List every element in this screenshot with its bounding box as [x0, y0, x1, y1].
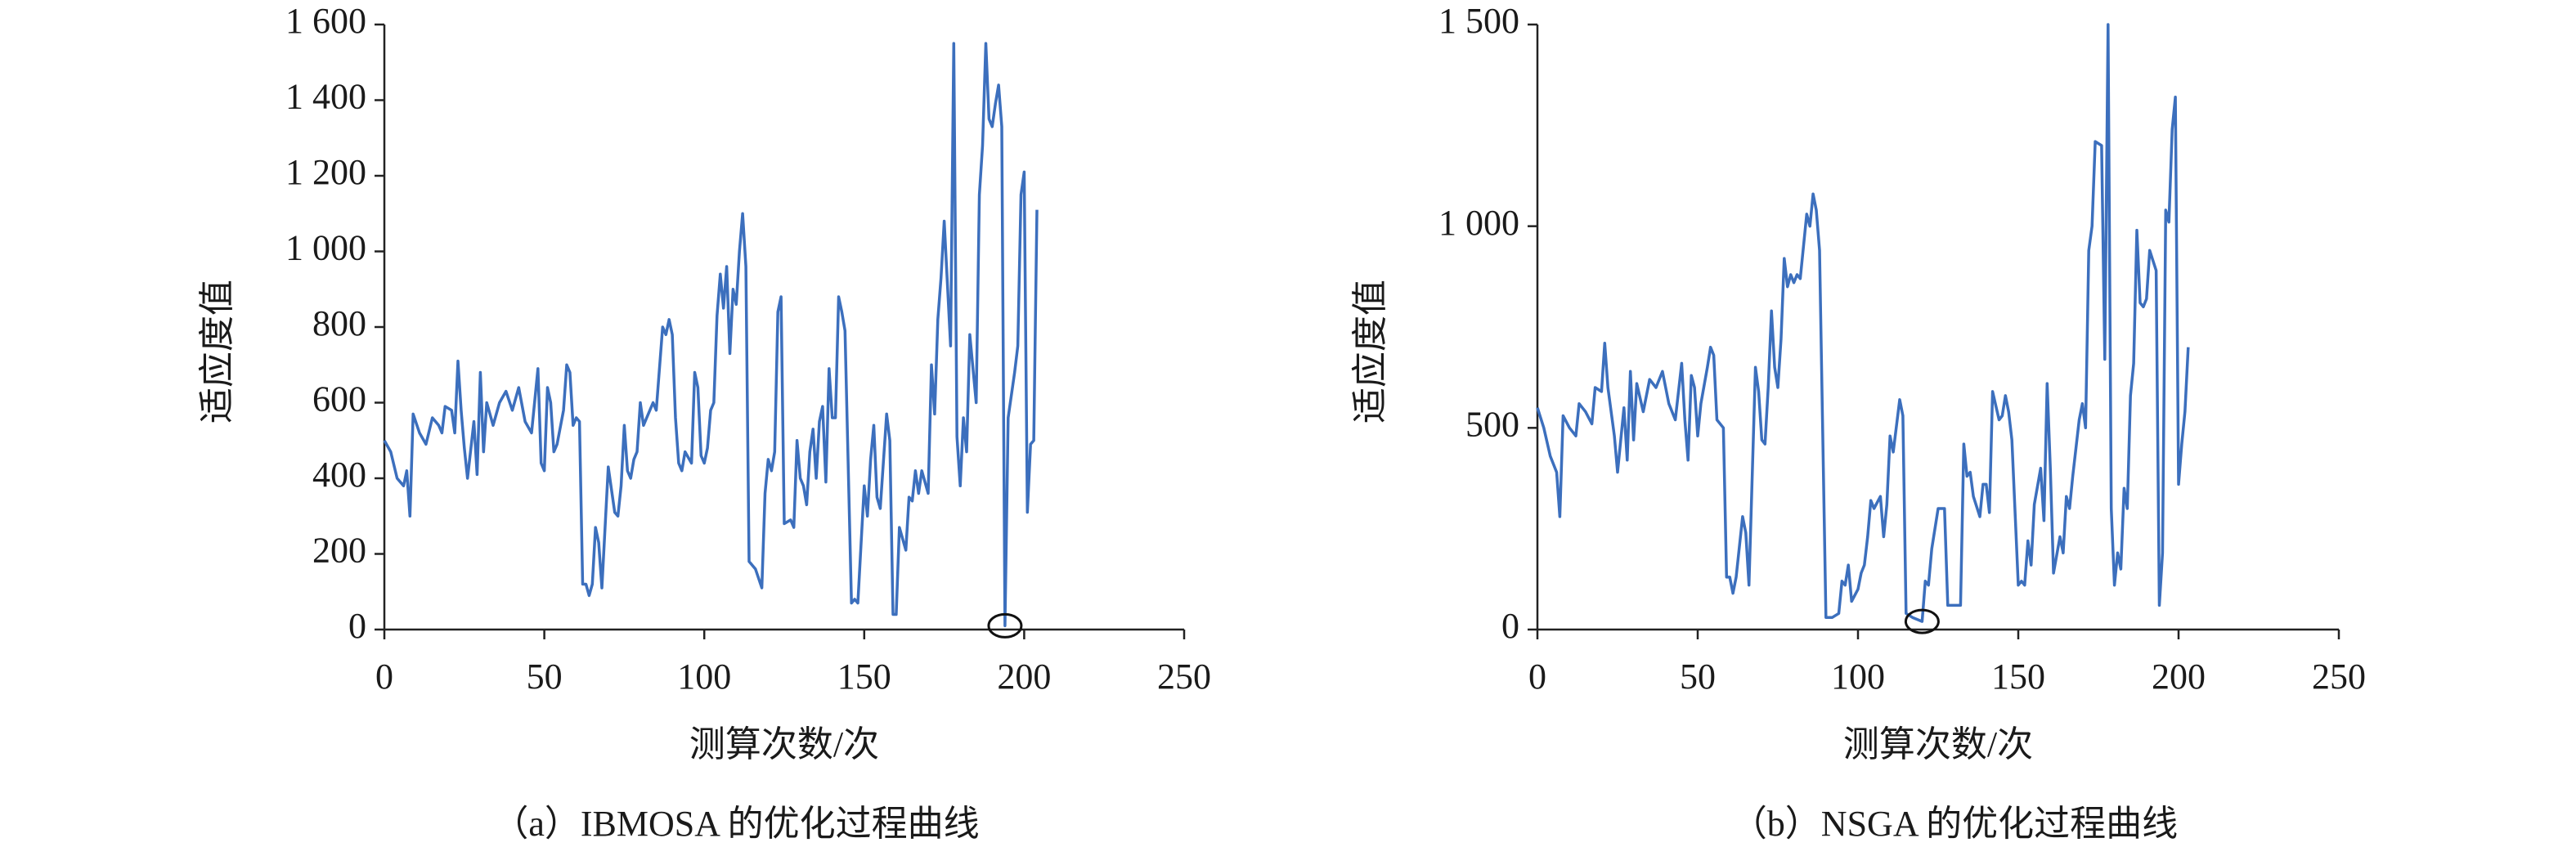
y-axis-label: 适应度值: [1350, 280, 1390, 424]
x-tick-label: 150: [1991, 657, 2045, 697]
x-axis-label: 测算次数/次: [689, 724, 879, 764]
series-line: [1536, 23, 2190, 623]
y-tick-label: 0: [348, 606, 366, 646]
x-tick-label: 100: [677, 657, 731, 697]
y-tick-label: 1 200: [285, 152, 366, 192]
y-tick-label: 600: [312, 379, 366, 419]
y-axis-label: 适应度值: [197, 280, 237, 424]
x-axis-label: 测算次数/次: [1843, 724, 2033, 764]
caption: （a）IBMOSA 的优化过程曲线: [492, 804, 979, 844]
y-tick-label: 500: [1465, 404, 1519, 444]
y-tick-label: 1 000: [1438, 203, 1519, 243]
y-tick-label: 800: [312, 303, 366, 343]
caption: （b）NSGA 的优化过程曲线: [1731, 804, 2178, 844]
x-tick-label: 200: [997, 657, 1051, 697]
x-tick-label: 0: [375, 657, 393, 697]
x-tick-label: 100: [1831, 657, 1885, 697]
y-tick-label: 0: [1501, 606, 1519, 646]
x-tick-label: 250: [2312, 657, 2366, 697]
minimum-marker: [987, 612, 1023, 639]
x-tick-label: 50: [1680, 657, 1716, 697]
y-tick-label: 1 400: [285, 77, 366, 117]
x-tick-label: 250: [1157, 657, 1211, 697]
x-tick-label: 0: [1528, 657, 1546, 697]
y-tick-label: 1 600: [285, 1, 366, 41]
x-tick-label: 150: [837, 657, 891, 697]
x-tick-label: 200: [2152, 657, 2206, 697]
x-tick-label: 50: [527, 657, 563, 697]
series-line: [383, 42, 1039, 628]
y-tick-label: 400: [312, 455, 366, 495]
y-tick-label: 1 000: [285, 228, 366, 268]
y-tick-label: 200: [312, 531, 366, 571]
y-tick-label: 1 500: [1438, 1, 1519, 41]
minimum-marker: [1904, 608, 1940, 634]
